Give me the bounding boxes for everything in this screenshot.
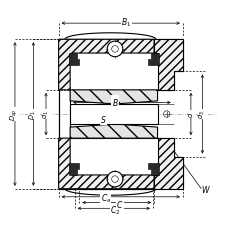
Polygon shape xyxy=(58,139,153,189)
Polygon shape xyxy=(58,40,153,90)
Circle shape xyxy=(107,42,122,57)
Text: $C_2$: $C_2$ xyxy=(109,203,120,216)
Polygon shape xyxy=(148,164,158,175)
Circle shape xyxy=(111,176,118,183)
Text: $C_a$: $C_a$ xyxy=(100,192,110,204)
Circle shape xyxy=(163,111,169,118)
Polygon shape xyxy=(153,40,182,90)
Polygon shape xyxy=(153,139,182,189)
Text: $d$: $d$ xyxy=(185,111,195,118)
Polygon shape xyxy=(148,54,158,65)
Text: $d_1$: $d_1$ xyxy=(41,110,51,119)
Text: $S$: $S$ xyxy=(100,114,106,125)
Text: $d_3$: $d_3$ xyxy=(196,110,207,119)
Bar xyxy=(70,104,157,125)
Polygon shape xyxy=(70,90,157,104)
Text: $B$: $B$ xyxy=(111,96,118,107)
Text: $D_{sp}$: $D_{sp}$ xyxy=(8,108,19,121)
Text: $W$: $W$ xyxy=(200,183,210,194)
Polygon shape xyxy=(70,125,157,139)
Polygon shape xyxy=(69,54,79,65)
Circle shape xyxy=(111,46,118,53)
Text: $B_1$: $B_1$ xyxy=(121,17,131,29)
Circle shape xyxy=(107,172,122,187)
Text: $C$: $C$ xyxy=(115,198,123,209)
Polygon shape xyxy=(69,164,79,175)
Text: $D_1$: $D_1$ xyxy=(28,110,38,119)
